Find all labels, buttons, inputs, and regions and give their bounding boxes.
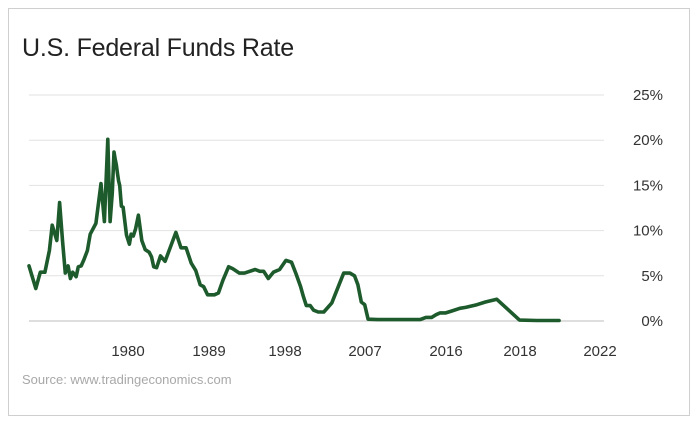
- y-tick-label: 25%: [633, 87, 663, 104]
- x-tick-label: 2018: [503, 343, 536, 360]
- y-axis-tick-labels: 0% 5% 10% 15% 20% 25%: [633, 87, 663, 330]
- gridlines: [29, 94, 604, 322]
- y-tick-label: 10%: [633, 223, 663, 240]
- y-tick-label: 20%: [633, 132, 663, 149]
- y-tick-label: 5%: [641, 268, 663, 285]
- x-tick-label: 1998: [268, 343, 301, 360]
- x-tick-label: 2016: [429, 343, 462, 360]
- series-line: [27, 137, 561, 323]
- x-tick-label: 2022: [583, 343, 616, 360]
- y-tick-label: 15%: [633, 177, 663, 194]
- chart-title: U.S. Federal Funds Rate: [22, 34, 294, 62]
- x-axis-tick-labels: 1980 1989 1998 2007 2016 2018 2022: [111, 343, 616, 360]
- chart-card: [8, 8, 690, 416]
- y-tick-label: 0%: [641, 313, 663, 330]
- source-note: Source: www.tradingeconomics.com: [22, 372, 232, 387]
- x-tick-label: 2007: [348, 343, 381, 360]
- x-tick-label: 1980: [111, 343, 144, 360]
- x-tick-label: 1989: [192, 343, 225, 360]
- series-line-layer: [27, 137, 561, 323]
